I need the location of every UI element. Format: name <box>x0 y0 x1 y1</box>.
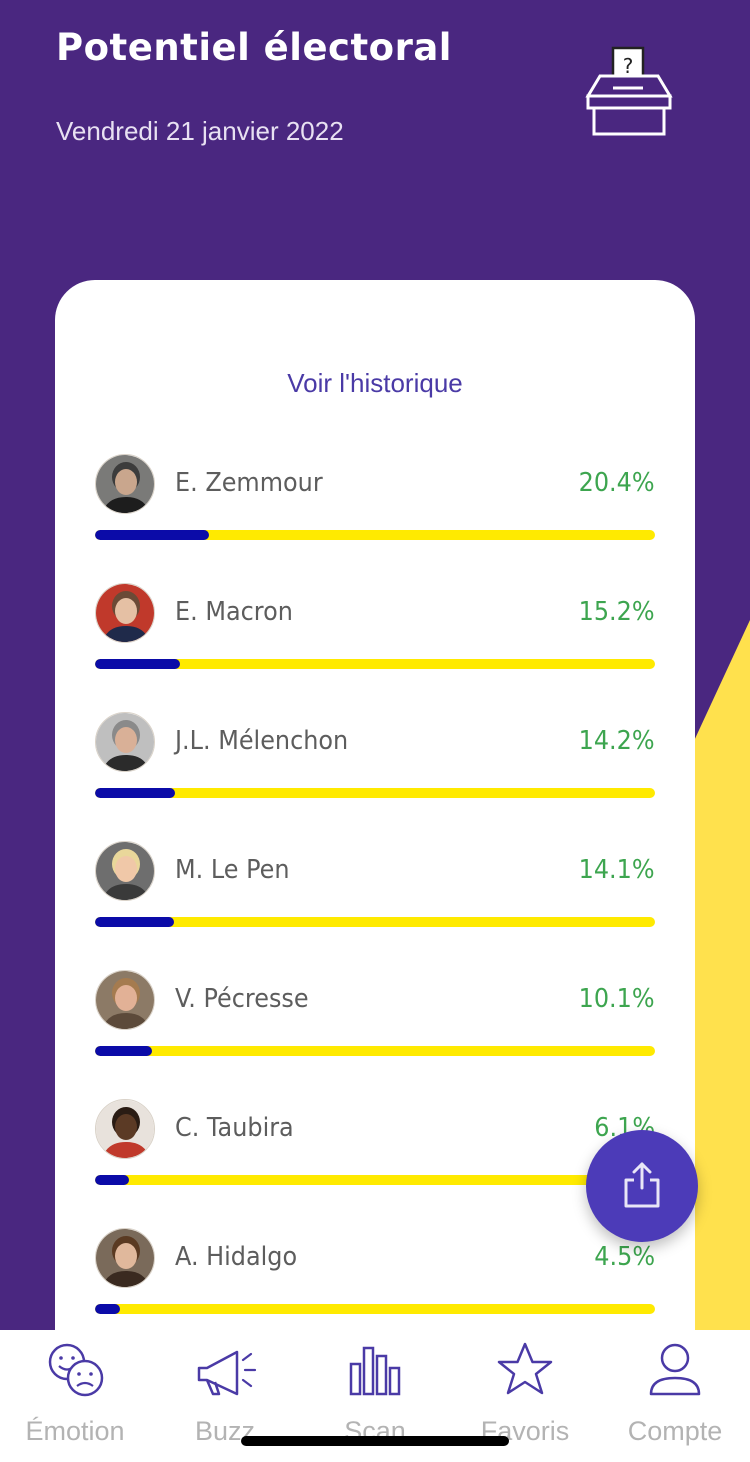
emotion-faces-icon <box>48 1343 104 1397</box>
page-date: Vendredi 21 janvier 2022 <box>56 116 344 146</box>
candidate-percent: 10.1% <box>578 984 655 1014</box>
star-icon <box>497 1342 553 1395</box>
candidate-name: E. Zemmour <box>175 468 323 498</box>
svg-text:?: ? <box>623 54 634 78</box>
megaphone-icon <box>197 1350 257 1396</box>
candidate-bar <box>95 1304 655 1314</box>
candidate-percent: 20.4% <box>578 468 655 498</box>
candidate-bar <box>95 530 655 540</box>
candidate-percent: 14.1% <box>578 855 655 885</box>
candidate-bar-fill <box>95 1046 152 1056</box>
candidate-avatar <box>95 1099 155 1159</box>
candidate-name: M. Le Pen <box>175 855 290 885</box>
nav-label-emotion: Émotion <box>25 1416 125 1446</box>
candidate-bar-fill <box>95 788 175 798</box>
candidate-percent: 15.2% <box>578 597 655 627</box>
candidate-row: V. Pécresse 10.1% <box>95 970 655 1070</box>
candidate-name: J.L. Mélenchon <box>175 726 349 756</box>
results-card: Voir l'historique E. Zemmour 20.4% E. Ma… <box>55 280 695 1440</box>
nav-item-compte[interactable]: Compte <box>600 1330 750 1462</box>
candidate-row: M. Le Pen 14.1% <box>95 841 655 941</box>
ballot-box-icon: ? <box>585 46 673 136</box>
home-indicator <box>241 1436 509 1446</box>
candidate-row: E. Zemmour 20.4% <box>95 454 655 554</box>
candidate-bar-fill <box>95 1175 129 1185</box>
candidate-avatar <box>95 970 155 1030</box>
share-button[interactable] <box>586 1130 698 1242</box>
candidate-percent: 14.2% <box>578 726 655 756</box>
nav-item-favoris[interactable]: Favoris <box>450 1330 600 1462</box>
candidate-bar-fill <box>95 659 180 669</box>
nav-item-buzz[interactable]: Buzz <box>150 1330 300 1462</box>
candidate-row: A. Hidalgo 4.5% <box>95 1228 655 1328</box>
candidate-avatar <box>95 454 155 514</box>
candidate-bar-fill <box>95 1304 120 1314</box>
candidate-bar <box>95 1175 655 1185</box>
candidate-avatar <box>95 1228 155 1288</box>
candidate-avatar <box>95 712 155 772</box>
candidate-bar-fill <box>95 917 174 927</box>
candidate-bar <box>95 917 655 927</box>
share-icon <box>624 1162 660 1208</box>
candidate-name: V. Pécresse <box>175 984 309 1014</box>
nav-label-compte: Compte <box>627 1416 723 1446</box>
candidate-bar <box>95 659 655 669</box>
nav-item-emotion[interactable]: Émotion <box>0 1330 150 1462</box>
page-title: Potentiel électoral <box>56 26 452 69</box>
candidate-avatar <box>95 583 155 643</box>
user-icon <box>649 1343 701 1396</box>
candidate-bar <box>95 1046 655 1056</box>
candidate-bar <box>95 788 655 798</box>
candidate-percent: 4.5% <box>594 1242 655 1272</box>
candidate-avatar <box>95 841 155 901</box>
bar-chart-icon <box>349 1346 401 1396</box>
candidate-row: C. Taubira 6.1% <box>95 1099 655 1199</box>
candidate-name: E. Macron <box>175 597 293 627</box>
candidate-bar-fill <box>95 530 209 540</box>
history-link[interactable]: Voir l'historique <box>287 368 463 398</box>
candidate-name: A. Hidalgo <box>175 1242 298 1272</box>
candidate-row: E. Macron 15.2% <box>95 583 655 683</box>
candidate-name: C. Taubira <box>175 1113 294 1143</box>
candidate-row: J.L. Mélenchon 14.2% <box>95 712 655 812</box>
